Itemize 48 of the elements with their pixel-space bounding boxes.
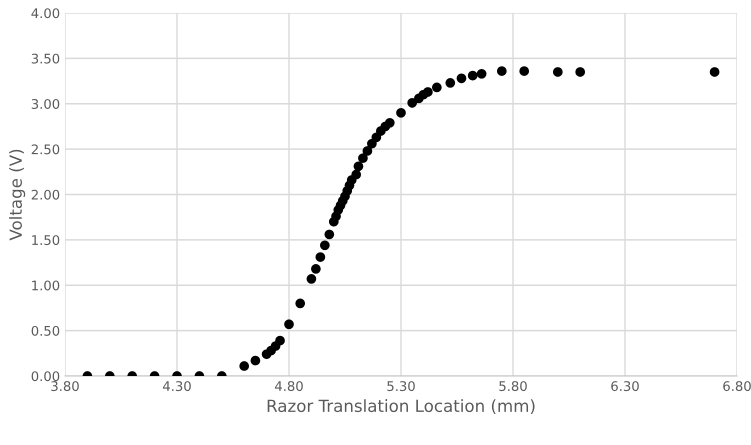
y-axis-title: Voltage (V) [9,150,26,240]
point [284,319,294,330]
x-tick-label: 5.80 [499,381,527,392]
point [239,361,250,371]
y-tick-label: 2.50 [32,144,60,154]
point [316,252,326,262]
point [324,230,334,240]
point [295,298,306,308]
x-tick-label: 4.30 [162,381,191,392]
point [311,264,321,274]
y-tick-label: 4.00 [31,8,60,18]
point [362,146,372,156]
point [372,132,382,142]
point [445,78,456,88]
y-tick-label: 2.00 [32,190,60,200]
y-tick-label: 1.50 [32,235,60,246]
point [432,82,442,92]
point [456,73,466,84]
point [519,66,530,76]
y-tick-label: 0.00 [32,371,60,382]
point [250,356,260,366]
point [384,118,395,128]
y-tick-label: 1.00 [32,280,60,290]
point [396,108,406,118]
x-tick-label: 6.30 [611,381,639,392]
point [423,87,433,97]
y-tick-label: 3.00 [32,98,60,109]
x-tick-label: 3.80 [51,381,79,392]
point [476,68,486,79]
point [354,162,364,172]
point [710,67,720,77]
point [407,98,418,108]
point [552,67,563,77]
x-tick-label: 6.80 [723,381,751,392]
point [306,274,316,284]
x-tick-label: 4.80 [274,381,303,392]
point [351,170,362,180]
x-tick-label: 5.30 [387,381,415,392]
point [320,240,330,250]
point [358,153,368,164]
point [496,66,507,76]
y-tick-label: 3.50 [32,54,60,64]
point [367,138,377,149]
x-axis-title: Razor Translation Location (mm) [268,399,535,414]
point [275,336,285,346]
point [468,70,478,80]
point [575,67,586,77]
y-tick-label: 0.50 [32,326,60,336]
